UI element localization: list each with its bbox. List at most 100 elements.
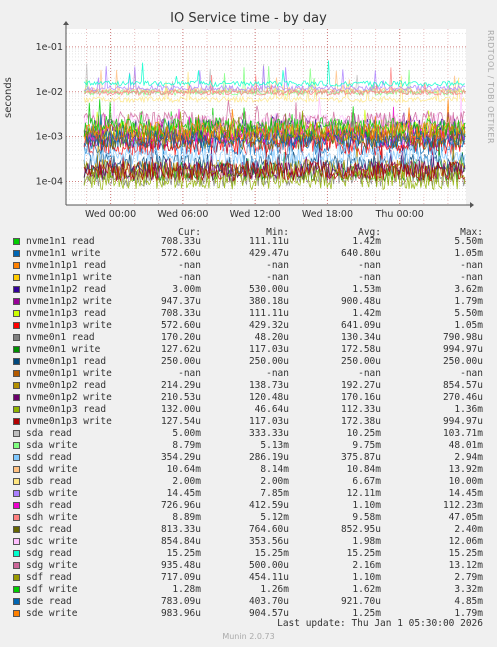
x-tick-label: Wed 00:00 bbox=[85, 209, 136, 220]
legend-cur: 572.60u bbox=[160, 248, 201, 259]
legend-max: 5.50m bbox=[454, 236, 483, 247]
legend-min: -nan bbox=[266, 272, 289, 283]
legend-row: nvme0n1p3 write 127.54u 117.03u 172.38u 994.… bbox=[0, 416, 497, 428]
legend-row: sda read 5.00m 333.33u 10.25m 103.71m bbox=[0, 428, 497, 440]
legend-swatch bbox=[13, 442, 20, 449]
legend-min: 2.00m bbox=[260, 476, 289, 487]
legend-label: nvme1n1p1 write bbox=[26, 272, 112, 283]
legend-max: 854.57u bbox=[442, 380, 483, 391]
legend-avg: 10.25m bbox=[346, 428, 381, 439]
legend-avg: 1.10m bbox=[352, 500, 381, 511]
legend-cur: 127.62u bbox=[160, 344, 201, 355]
legend-min: 904.57u bbox=[248, 608, 289, 619]
legend-label: nvme0n1p1 read bbox=[26, 356, 107, 367]
rrdtool-watermark: RRDTOOL / TOBI OETIKER bbox=[486, 30, 495, 145]
legend-cur: 1.28m bbox=[172, 584, 201, 595]
legend-min: 500.00u bbox=[248, 560, 289, 571]
legend-row: nvme1n1p3 read 708.33u 111.11u 1.42m 5.50m bbox=[0, 308, 497, 320]
legend-min: 412.59u bbox=[248, 500, 289, 511]
legend-row: sdf write 1.28m 1.26m 1.62m 3.32m bbox=[0, 584, 497, 596]
legend-label: sdb write bbox=[26, 488, 78, 499]
legend-swatch bbox=[13, 430, 20, 437]
legend-swatch bbox=[13, 502, 20, 509]
legend-max: -nan bbox=[460, 368, 483, 379]
legend-swatch bbox=[13, 526, 20, 533]
legend-row: nvme0n1p2 read 214.29u 138.73u 192.27u 854.5… bbox=[0, 380, 497, 392]
legend-row: nvme0n1 read 170.20u 48.20u 130.34u 790.98u bbox=[0, 332, 497, 344]
legend-swatch bbox=[13, 538, 20, 545]
legend-label: sdh write bbox=[26, 512, 78, 523]
y-tick-label: 1e-04 bbox=[36, 177, 63, 188]
legend-label: nvme1n1 read bbox=[26, 236, 95, 247]
legend-max: 103.71m bbox=[442, 428, 483, 439]
legend-avg: 130.34u bbox=[340, 332, 381, 343]
legend-row: nvme1n1p1 write -nan -nan -nan -nan bbox=[0, 272, 497, 284]
legend-cur: 947.37u bbox=[160, 296, 201, 307]
legend-avg: 921.70u bbox=[340, 596, 381, 607]
legend-swatch bbox=[13, 382, 20, 389]
legend-row: sdf read 717.09u 454.11u 1.10m 2.79m bbox=[0, 572, 497, 584]
series-line bbox=[83, 126, 466, 167]
legend-avg: 1.10m bbox=[352, 572, 381, 583]
legend-cur: 813.33u bbox=[160, 524, 201, 535]
legend-min: 120.48u bbox=[248, 392, 289, 403]
y-axis-arrow bbox=[63, 21, 69, 25]
legend-avg: 10.84m bbox=[346, 464, 381, 475]
legend-row: nvme1n1 read 708.33u 111.11u 1.42m 5.50m bbox=[0, 236, 497, 248]
series-line bbox=[83, 113, 466, 151]
legend-cur: 726.96u bbox=[160, 500, 201, 511]
legend-label: sdg read bbox=[26, 548, 72, 559]
legend-max: 3.62m bbox=[454, 284, 483, 295]
legend-label: sdf read bbox=[26, 572, 72, 583]
legend-swatch bbox=[13, 418, 20, 425]
legend-label: sdc write bbox=[26, 536, 78, 547]
last-update: Last update: Thu Jan 1 05:30:00 2026 bbox=[277, 618, 483, 629]
legend-cur: 8.89m bbox=[172, 512, 201, 523]
legend-label: nvme0n1 write bbox=[26, 344, 101, 355]
legend-swatch bbox=[13, 586, 20, 593]
legend-swatch bbox=[13, 274, 20, 281]
legend-min: 46.64u bbox=[254, 404, 289, 415]
legend-max: 1.05m bbox=[454, 320, 483, 331]
legend-min: 15.25m bbox=[254, 548, 289, 559]
legend-row: nvme1n1p1 read -nan -nan -nan -nan bbox=[0, 260, 497, 272]
legend-avg: 250.00u bbox=[340, 356, 381, 367]
legend-cur: 935.48u bbox=[160, 560, 201, 571]
legend-label: nvme1n1p1 read bbox=[26, 260, 107, 271]
legend-row: sdc read 813.33u 764.60u 852.95u 2.40m bbox=[0, 524, 497, 536]
legend-row: nvme0n1p1 write -nan -nan -nan -nan bbox=[0, 368, 497, 380]
legend-max: 13.92m bbox=[448, 464, 483, 475]
x-tick-label: Thu 00:00 bbox=[375, 209, 424, 220]
legend-max: 790.98u bbox=[442, 332, 483, 343]
legend-label: sdc read bbox=[26, 524, 72, 535]
legend-max: 12.06m bbox=[448, 536, 483, 547]
y-tick-label: 1e-01 bbox=[36, 42, 63, 53]
y-tick-label: 1e-02 bbox=[36, 87, 63, 98]
legend-swatch bbox=[13, 238, 20, 245]
legend-max: 2.94m bbox=[454, 452, 483, 463]
legend-swatch bbox=[13, 322, 20, 329]
legend-row: nvme0n1p3 read 132.00u 46.64u 112.33u 1.36m bbox=[0, 404, 497, 416]
series-line bbox=[83, 140, 466, 182]
legend-max: 1.36m bbox=[454, 404, 483, 415]
legend-cur: 250.00u bbox=[160, 356, 201, 367]
legend-row: nvme1n1p2 write 947.37u 380.18u 900.48u 1.79… bbox=[0, 296, 497, 308]
legend-swatch bbox=[13, 478, 20, 485]
legend-cur: 354.29u bbox=[160, 452, 201, 463]
legend-swatch bbox=[13, 298, 20, 305]
legend-max: 10.00m bbox=[448, 476, 483, 487]
legend-avg: 1.42m bbox=[352, 236, 381, 247]
legend-swatch bbox=[13, 358, 20, 365]
legend-max: 5.50m bbox=[454, 308, 483, 319]
legend-row: nvme1n1p3 write 572.60u 429.32u 641.09u 1.05… bbox=[0, 320, 497, 332]
legend-row: sda write 8.79m 5.13m 9.75m 48.01m bbox=[0, 440, 497, 452]
legend-min: 117.03u bbox=[248, 416, 289, 427]
legend-max: 270.46u bbox=[442, 392, 483, 403]
legend-avg: 9.75m bbox=[352, 440, 381, 451]
series-line bbox=[83, 67, 466, 97]
legend-swatch bbox=[13, 454, 20, 461]
legend-min: 5.12m bbox=[260, 512, 289, 523]
legend-cur: 2.00m bbox=[172, 476, 201, 487]
legend-min: 250.00u bbox=[248, 356, 289, 367]
